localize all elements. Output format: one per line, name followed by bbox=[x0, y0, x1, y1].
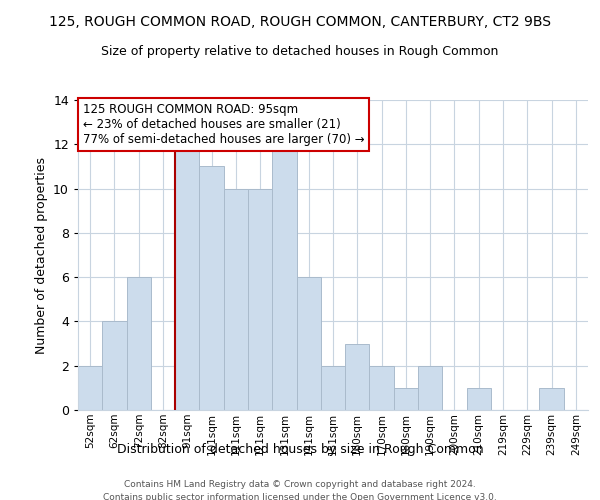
Bar bbox=[394, 388, 418, 410]
Bar bbox=[272, 144, 296, 410]
Text: Contains HM Land Registry data © Crown copyright and database right 2024.: Contains HM Land Registry data © Crown c… bbox=[124, 480, 476, 489]
Bar bbox=[418, 366, 442, 410]
Bar bbox=[296, 277, 321, 410]
Bar bbox=[248, 188, 272, 410]
Bar bbox=[467, 388, 491, 410]
Bar bbox=[224, 188, 248, 410]
Text: 125, ROUGH COMMON ROAD, ROUGH COMMON, CANTERBURY, CT2 9BS: 125, ROUGH COMMON ROAD, ROUGH COMMON, CA… bbox=[49, 15, 551, 29]
Bar bbox=[370, 366, 394, 410]
Bar bbox=[199, 166, 224, 410]
Y-axis label: Number of detached properties: Number of detached properties bbox=[35, 156, 47, 354]
Bar bbox=[539, 388, 564, 410]
Text: 125 ROUGH COMMON ROAD: 95sqm
← 23% of detached houses are smaller (21)
77% of se: 125 ROUGH COMMON ROAD: 95sqm ← 23% of de… bbox=[83, 103, 365, 146]
Bar bbox=[78, 366, 102, 410]
Text: Contains public sector information licensed under the Open Government Licence v3: Contains public sector information licen… bbox=[103, 492, 497, 500]
Bar bbox=[127, 277, 151, 410]
Text: Size of property relative to detached houses in Rough Common: Size of property relative to detached ho… bbox=[101, 45, 499, 58]
Text: Distribution of detached houses by size in Rough Common: Distribution of detached houses by size … bbox=[116, 442, 484, 456]
Bar bbox=[102, 322, 127, 410]
Bar bbox=[345, 344, 370, 410]
Bar bbox=[321, 366, 345, 410]
Bar bbox=[175, 144, 199, 410]
